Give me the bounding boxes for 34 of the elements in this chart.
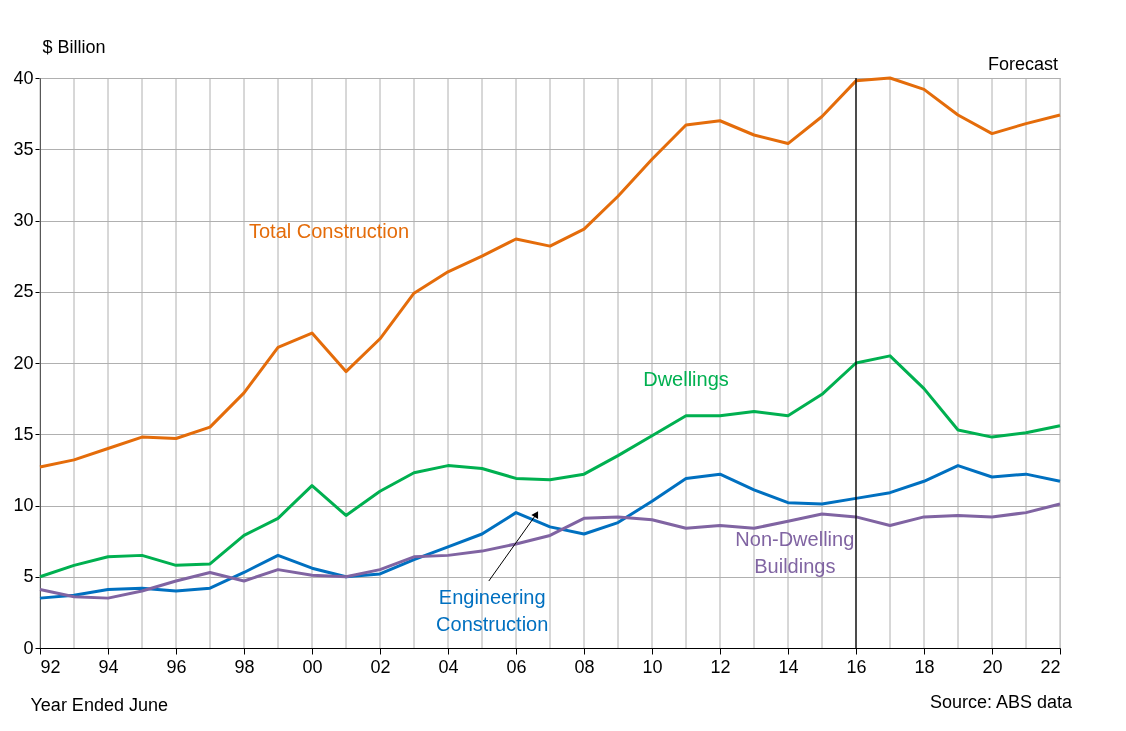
y-tick-label: 5: [23, 566, 34, 587]
series-label: Engineering Construction: [436, 586, 549, 636]
x-tick-label: 00: [302, 656, 323, 677]
y-axis-title: $ Billion: [42, 36, 106, 57]
x-tick-label: 94: [98, 656, 119, 677]
x-tick-label: 14: [778, 656, 799, 677]
text: Total Construction: [248, 219, 410, 242]
y-tick-label: 20: [13, 352, 34, 373]
x-tick-label: 20: [982, 656, 1003, 677]
x-tick-label: 12: [710, 656, 731, 677]
x-tick-label: 04: [438, 656, 459, 677]
x-axis-title: Year Ended June: [30, 694, 168, 715]
x-tick-label: 92: [40, 656, 61, 677]
x-tick-label: 02: [370, 656, 391, 677]
y-tick-label: 10: [13, 495, 34, 515]
x-tick-label: 96: [166, 656, 187, 677]
y-tick-label: 40: [13, 67, 34, 88]
series-label: Non-Dwelling Buildings: [735, 527, 855, 577]
y-tick-label: 30: [13, 210, 34, 230]
x-tick-label: 98: [234, 656, 255, 677]
y-tick-label: 35: [13, 138, 34, 159]
ref-line-label: Forecast: [987, 54, 1058, 74]
line-series: [38, 354, 1062, 579]
source-note: Source: ABS data: [929, 692, 1073, 712]
y-tick-label: 25: [13, 281, 34, 302]
x-tick-label: 18: [914, 656, 935, 677]
x-tick-label: 22: [1040, 656, 1061, 677]
x-tick-label: 06: [506, 656, 527, 677]
x-tick-label: 10: [642, 656, 663, 677]
y-tick-label: 0: [23, 637, 34, 658]
y-tick-label: 15: [13, 423, 34, 444]
x-tick-label: 08: [574, 656, 595, 677]
series-label: Dwellings: [643, 368, 729, 391]
x-tick-label: 16: [846, 656, 867, 677]
